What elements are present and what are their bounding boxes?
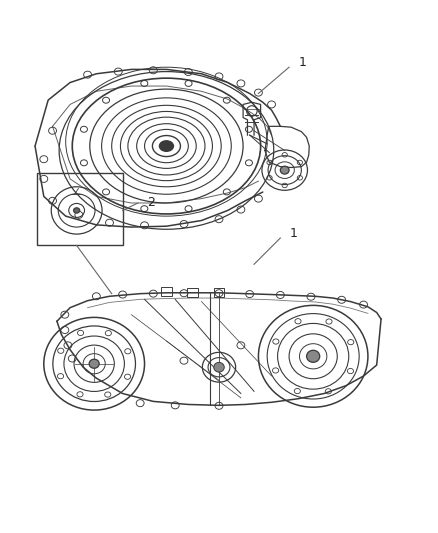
Ellipse shape: [280, 166, 289, 174]
Text: 1: 1: [298, 56, 306, 69]
Bar: [161, 287, 172, 296]
Ellipse shape: [74, 208, 80, 213]
Ellipse shape: [214, 362, 224, 372]
Bar: [187, 287, 198, 297]
Ellipse shape: [159, 141, 173, 151]
Bar: [214, 287, 224, 297]
Text: 2: 2: [147, 197, 155, 209]
Text: 1: 1: [290, 227, 297, 240]
Ellipse shape: [307, 350, 320, 362]
Bar: [37, 173, 123, 246]
Ellipse shape: [89, 359, 99, 368]
